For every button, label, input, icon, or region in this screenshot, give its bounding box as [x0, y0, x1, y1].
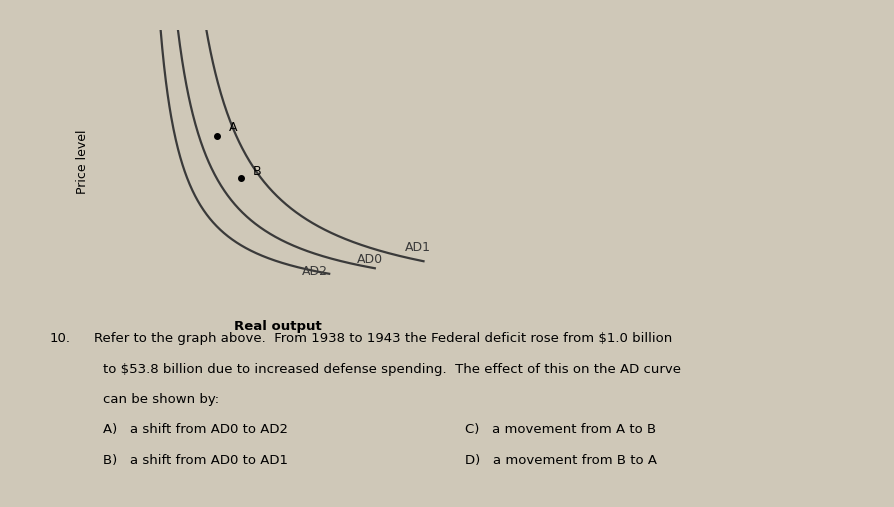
Text: C)   a movement from A to B: C) a movement from A to B	[465, 423, 656, 437]
Text: AD0: AD0	[356, 254, 383, 266]
Text: to $53.8 billion due to increased defense spending.  The effect of this on the A: to $53.8 billion due to increased defens…	[103, 363, 680, 376]
Text: Price level: Price level	[76, 130, 89, 195]
Text: AD2: AD2	[301, 265, 327, 278]
Text: Refer to the graph above.  From 1938 to 1943 the Federal deficit rose from $1.0 : Refer to the graph above. From 1938 to 1…	[94, 332, 671, 345]
Text: D)   a movement from B to A: D) a movement from B to A	[465, 454, 657, 467]
Text: can be shown by:: can be shown by:	[103, 393, 219, 406]
Text: Real output: Real output	[233, 320, 321, 334]
Text: 10.: 10.	[49, 332, 70, 345]
Text: A)   a shift from AD0 to AD2: A) a shift from AD0 to AD2	[103, 423, 288, 437]
Text: A: A	[229, 121, 237, 134]
Text: B)   a shift from AD0 to AD1: B) a shift from AD0 to AD1	[103, 454, 288, 467]
Text: AD1: AD1	[405, 241, 431, 255]
Text: B: B	[253, 165, 261, 178]
